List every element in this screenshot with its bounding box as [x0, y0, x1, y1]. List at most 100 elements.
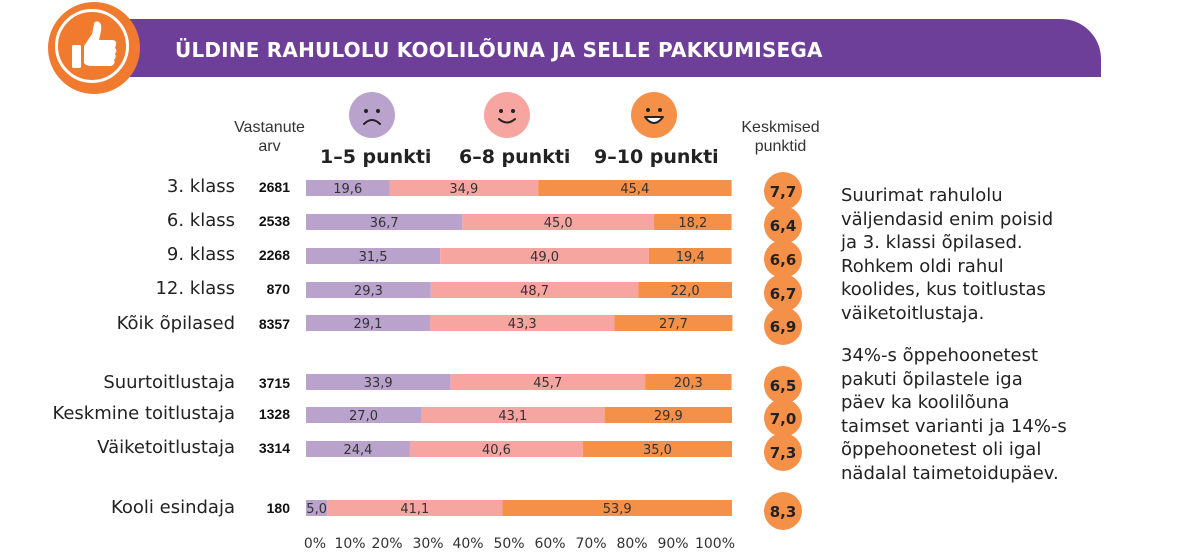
smile-face-icon	[484, 92, 530, 138]
respondents-header: Vastanute arv	[222, 118, 317, 156]
row-label: Kooli esindaja	[110, 497, 235, 518]
respondent-count: 3715	[258, 375, 290, 391]
average-score-label: 7,3	[770, 444, 797, 462]
bar-segment	[645, 374, 732, 390]
bar-segment	[604, 407, 732, 423]
badge-ring	[55, 9, 129, 83]
average-score-label: 7,7	[770, 183, 797, 201]
bar-segment	[306, 180, 390, 196]
sad-face-icon	[349, 92, 395, 138]
bar-value-label: 35,0	[643, 443, 672, 458]
bar-value-label: 45,4	[620, 182, 649, 197]
bar-value-label: 22,0	[671, 284, 700, 299]
bar-value-label: 24,4	[343, 443, 372, 458]
category-header-mid: 6–8 punkti	[459, 146, 571, 168]
bar-segment	[502, 500, 732, 516]
side-note-line: väljendasid enim poisid	[841, 208, 1054, 230]
respondent-count: 2268	[258, 247, 290, 263]
x-tick-label: 60%	[534, 536, 566, 552]
bar-segment	[409, 441, 583, 457]
row-label: 12. klass	[155, 278, 235, 299]
bar-segment	[538, 180, 732, 196]
average-score-label: 6,9	[770, 318, 797, 336]
average-score-circle	[764, 172, 802, 210]
category-header-low: 1–5 punkti	[320, 146, 432, 168]
x-tick-label: 0%	[303, 536, 327, 552]
bar-segment	[421, 407, 605, 423]
x-tick-label: 30%	[412, 536, 444, 552]
thumbs-up-icon	[72, 21, 117, 68]
average-header-line1: Keskmised	[741, 119, 820, 136]
respondent-count: 2538	[258, 213, 290, 229]
respondent-count: 2681	[258, 179, 290, 195]
bar-segment	[450, 374, 646, 390]
bar-value-label: 18,2	[678, 216, 707, 231]
side-note-line: pakuti õpilastele iga	[841, 368, 1023, 390]
bar-segment	[306, 248, 441, 264]
side-note-1: Suurimat rahulolu väljendasid enim poisi…	[841, 184, 1091, 325]
x-tick-label: 40%	[452, 536, 484, 552]
bar-value-label: 48,7	[520, 284, 549, 299]
bar-segment	[582, 441, 732, 457]
average-score-circle	[764, 240, 802, 278]
respondent-count: 870	[266, 281, 290, 297]
x-tick-label: 100%	[694, 536, 736, 552]
average-header: Keskmised punktid	[728, 118, 833, 156]
bar-segment	[306, 282, 431, 298]
side-note-line: taimset varianti ja 14%-s	[841, 415, 1067, 437]
bar-value-label: 43,3	[508, 317, 537, 332]
bar-value-label: 19,6	[333, 182, 362, 197]
side-note-line: õppehoonetest oli igal	[841, 439, 1042, 460]
bar-value-label: 29,1	[354, 317, 383, 332]
side-note-2: 34%-s õppehoonetest pakuti õpilastele ig…	[841, 344, 1091, 485]
average-score-circle	[764, 433, 802, 471]
bar-segment	[306, 407, 422, 423]
x-tick-label: 10%	[334, 536, 366, 552]
respondent-count: 180	[266, 500, 290, 516]
bar-segment	[306, 214, 463, 230]
respondent-count: 1328	[258, 406, 290, 422]
row-label: Väiketoitlustaja	[97, 437, 235, 458]
bar-value-label: 29,9	[654, 409, 683, 424]
x-tick-label: 70%	[575, 536, 607, 552]
x-tick-label: 90%	[657, 536, 689, 552]
row-label: Suurtoitlustaja	[103, 372, 235, 393]
bar-segment	[306, 500, 328, 516]
bar-segment	[429, 315, 615, 331]
category-header-high: 9–10 punkti	[594, 146, 719, 168]
bar-value-label: 45,7	[533, 376, 562, 391]
bar-segment	[327, 500, 503, 516]
bar-segment	[306, 315, 430, 331]
bar-value-label: 20,3	[674, 376, 703, 391]
bar-value-label: 49,0	[530, 250, 559, 265]
respondent-count: 8357	[258, 316, 290, 332]
side-note-line: väiketoitlustaja.	[841, 302, 985, 324]
page-title: ÜLDINE RAHULOLU KOOLILÕUNA JA SELLE PAKK…	[175, 38, 823, 62]
bar-value-label: 45,0	[544, 216, 573, 231]
title-banner	[98, 19, 1101, 77]
average-score-label: 8,3	[770, 503, 797, 521]
bar-value-label: 31,5	[359, 250, 388, 265]
bar-value-label: 53,9	[603, 502, 632, 517]
average-score-label: 7,0	[770, 410, 797, 428]
row-label: Keskmine toitlustaja	[52, 403, 235, 424]
average-score-circle	[764, 206, 802, 244]
bar-value-label: 29,3	[354, 284, 383, 299]
x-tick-label: 20%	[371, 536, 403, 552]
bar-segment	[614, 315, 733, 331]
row-label: 9. klass	[166, 244, 235, 265]
bar-segment	[430, 282, 639, 298]
average-score-label: 6,6	[770, 251, 797, 269]
average-header-line2: punktid	[754, 138, 807, 155]
happy-face-icon	[631, 92, 677, 138]
row-label: 3. klass	[166, 176, 235, 197]
average-score-label: 6,4	[770, 217, 797, 235]
side-note-line: ja 3. klassi õpilased.	[841, 232, 1023, 253]
bar-segment	[306, 441, 410, 457]
bar-value-label: 34,9	[449, 182, 478, 197]
bar-segment	[654, 214, 732, 230]
bar-value-label: 33,9	[364, 376, 393, 391]
bar-segment	[462, 214, 655, 230]
bar-segment	[638, 282, 732, 298]
